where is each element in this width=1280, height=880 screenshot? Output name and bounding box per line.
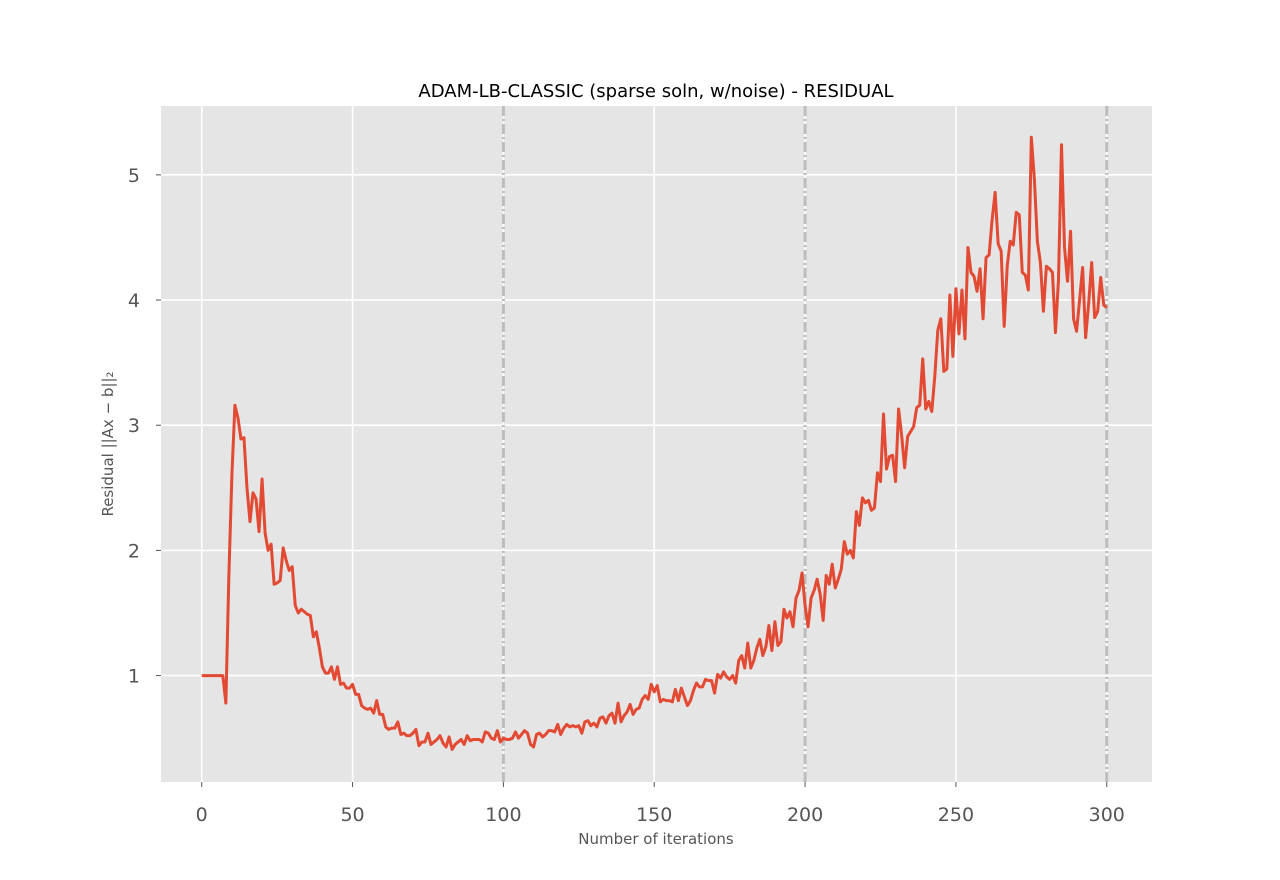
chart-title: ADAM-LB-CLASSIC (sparse soln, w/noise) -… xyxy=(418,81,893,102)
x-tick-label: 200 xyxy=(787,804,823,826)
plot-background xyxy=(161,106,1152,782)
y-tick-label: 5 xyxy=(128,165,140,187)
x-tick-label: 150 xyxy=(636,804,672,826)
x-tick-label: 0 xyxy=(196,804,208,826)
y-tick-label: 3 xyxy=(128,415,140,437)
residual-series-line xyxy=(201,135,1108,751)
x-tick-label: 300 xyxy=(1089,804,1125,826)
y-tick-label: 4 xyxy=(128,290,140,312)
vertical-reference-lines xyxy=(501,106,1109,782)
y-tick-label: 2 xyxy=(128,540,140,562)
x-axis-label: Number of iterations xyxy=(578,830,734,848)
x-tick-label: 100 xyxy=(485,804,521,826)
y-tick-labels: 1 2 3 4 5 xyxy=(128,165,140,688)
x-tick-labels: 0 50 100 150 200 250 300 xyxy=(196,804,1125,826)
x-tick-label: 250 xyxy=(938,804,974,826)
x-tick-label: 50 xyxy=(340,804,364,826)
y-axis-label: Residual ||Ax − b||₂ xyxy=(99,371,117,516)
y-tick-label: 1 xyxy=(128,666,140,688)
